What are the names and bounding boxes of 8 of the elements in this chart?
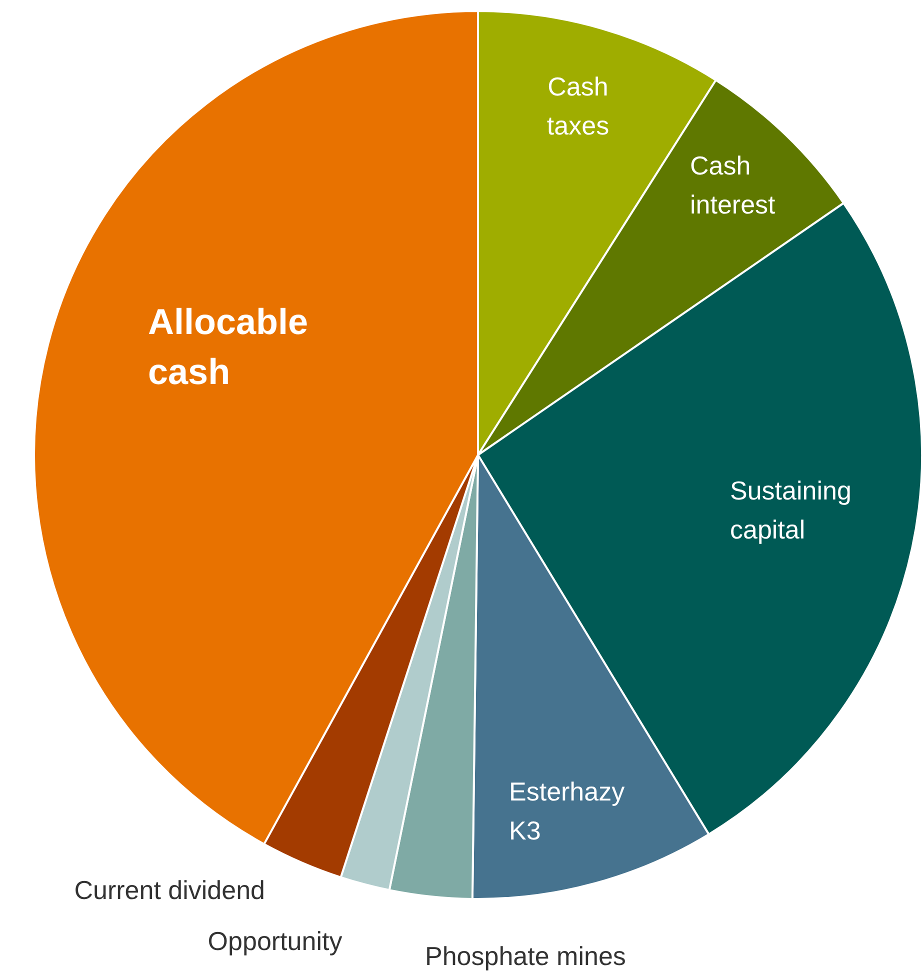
slice-label: Cash taxes: [546, 72, 610, 141]
slice-label: Opportunity: [208, 926, 342, 956]
slice-label: Current dividend: [74, 875, 265, 906]
slice-label: Sustaining capital: [730, 476, 852, 545]
slice-label: Esterhazy K3: [509, 776, 625, 846]
slice-label: Cash interest: [690, 150, 776, 220]
slice-label: Phosphate mines: [425, 941, 626, 972]
slice-label: Allocable cash: [148, 300, 308, 392]
